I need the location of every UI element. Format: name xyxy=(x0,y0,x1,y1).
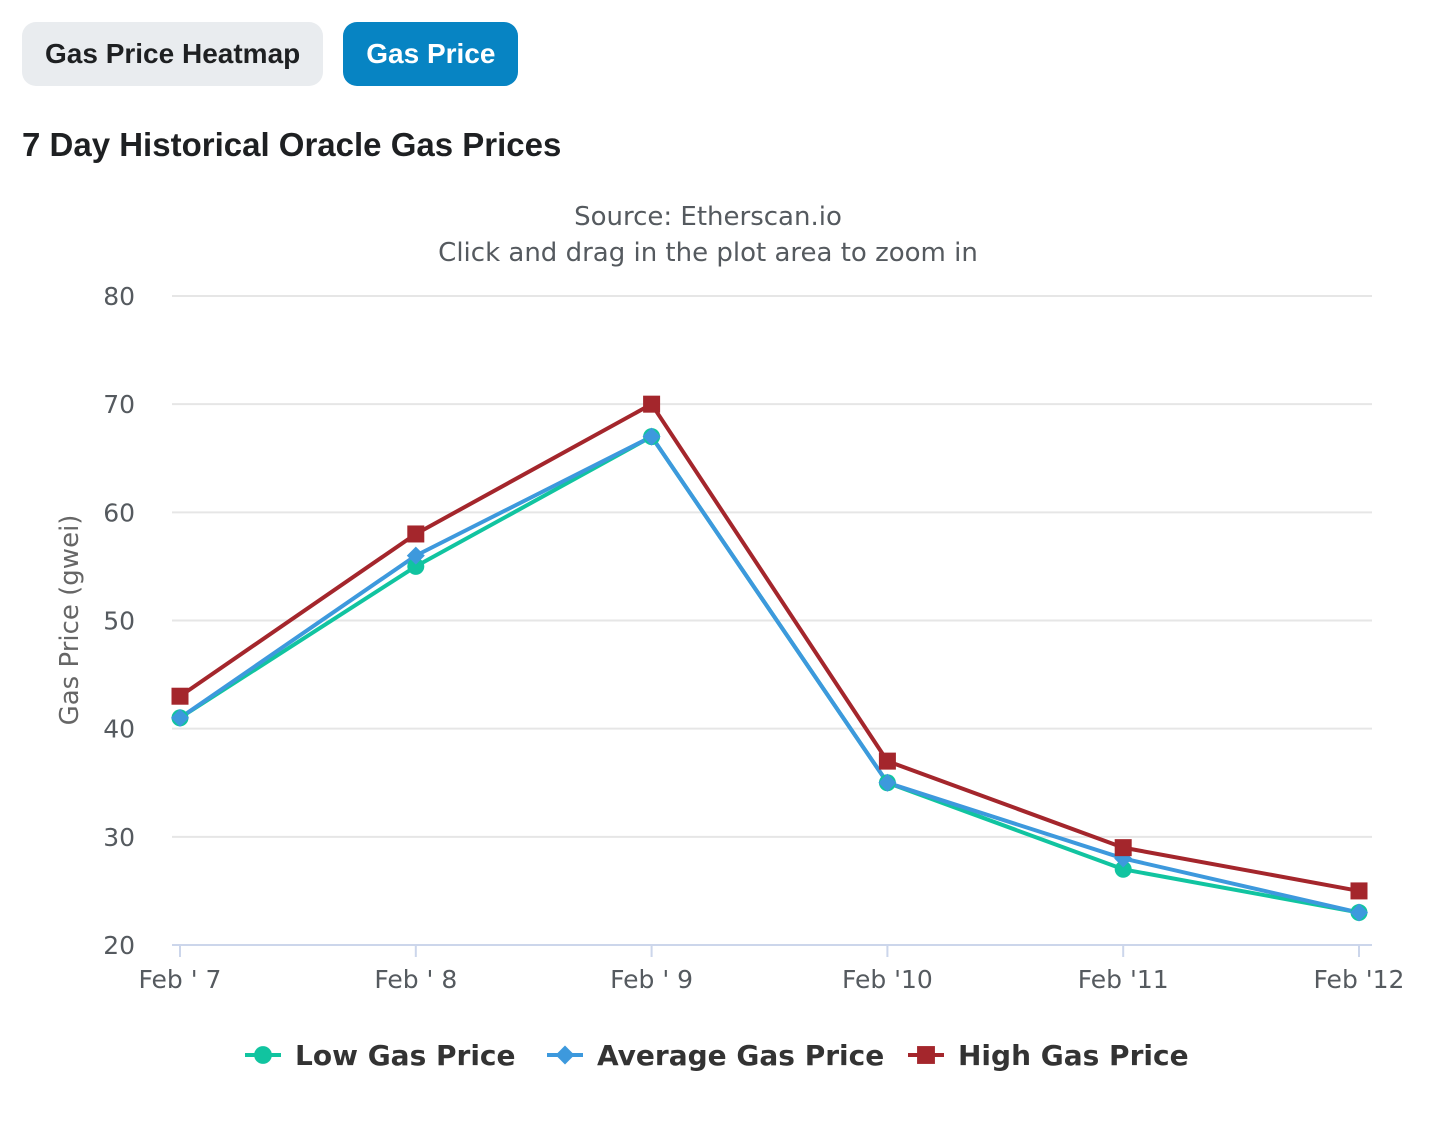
y-tick-label: 50 xyxy=(103,607,135,636)
x-tick-label: Feb '11 xyxy=(1078,965,1169,994)
x-tick-label: Feb '10 xyxy=(842,965,933,994)
legend-marker-low-gas-price[interactable] xyxy=(254,1046,272,1064)
data-point-high-gas-price[interactable] xyxy=(407,525,425,543)
x-tick-label: Feb ' 9 xyxy=(610,965,693,994)
data-point-average-gas-price[interactable] xyxy=(406,546,425,565)
legend-item-low-gas-price[interactable]: Low Gas Price xyxy=(295,1039,516,1072)
data-point-low-gas-price[interactable] xyxy=(407,557,425,575)
legend-item-average-gas-price[interactable]: Average Gas Price xyxy=(597,1039,884,1072)
legend-marker-high-gas-price[interactable] xyxy=(917,1046,935,1064)
data-point-average-gas-price[interactable] xyxy=(878,773,897,792)
y-axis-title: Gas Price (gwei) xyxy=(55,515,85,726)
y-tick-label: 30 xyxy=(103,823,135,852)
data-point-high-gas-price[interactable] xyxy=(878,752,896,770)
series-line-average-gas-price xyxy=(178,434,1361,915)
y-tick-label: 70 xyxy=(103,390,135,419)
data-point-low-gas-price[interactable] xyxy=(1114,860,1132,878)
x-tick-label: Feb '12 xyxy=(1314,965,1405,994)
data-point-average-gas-price[interactable] xyxy=(642,427,661,446)
data-point-average-gas-price[interactable] xyxy=(1350,903,1368,922)
legend-item-high-gas-price[interactable]: High Gas Price xyxy=(958,1039,1189,1072)
chart-subtitle-line: Click and drag in the plot area to zoom … xyxy=(438,238,978,268)
legend-marker-average-gas-price[interactable] xyxy=(555,1045,575,1065)
y-tick-label: 40 xyxy=(103,715,135,744)
tab-gas-price-heatmap[interactable]: Gas Price Heatmap xyxy=(22,22,324,86)
series-line-high-gas-price xyxy=(178,402,1361,893)
tab-bar: Gas Price Heatmap Gas Price xyxy=(22,22,519,86)
x-tick-label: Feb ' 7 xyxy=(139,965,222,994)
x-tick-label: Feb ' 8 xyxy=(374,965,457,994)
chart-subtitle-line: Source: Etherscan.io xyxy=(574,202,842,232)
y-tick-label: 20 xyxy=(103,931,135,960)
data-point-average-gas-price[interactable] xyxy=(171,708,189,727)
data-point-high-gas-price[interactable] xyxy=(1350,882,1368,900)
data-point-high-gas-price[interactable] xyxy=(1114,839,1132,857)
data-point-high-gas-price[interactable] xyxy=(171,687,189,705)
data-point-high-gas-price[interactable] xyxy=(643,395,661,413)
y-tick-label: 60 xyxy=(103,498,135,527)
y-tick-label: 80 xyxy=(103,282,135,311)
page-title: 7 Day Historical Oracle Gas Prices xyxy=(22,126,562,163)
series-line-low-gas-price xyxy=(178,434,1361,915)
tab-gas-price[interactable]: Gas Price xyxy=(343,22,519,86)
